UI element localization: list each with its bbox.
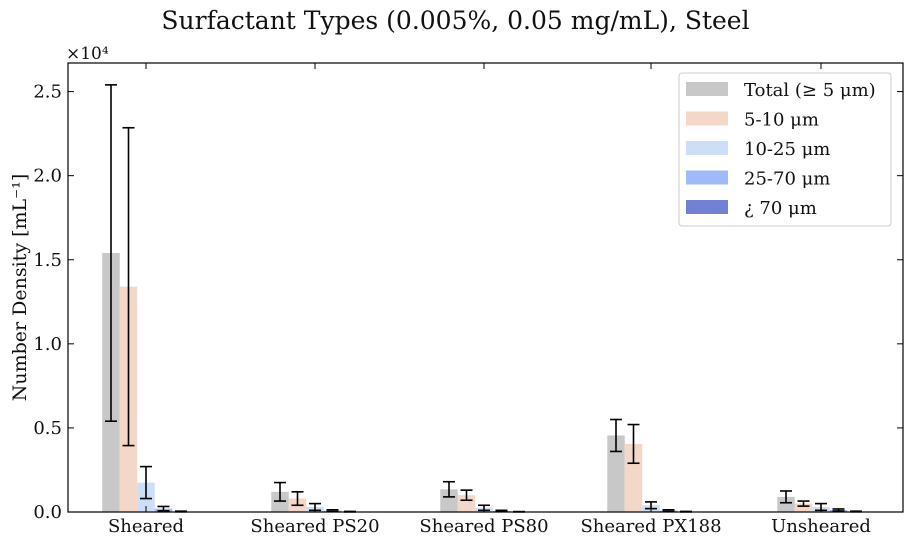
bars-layer (102, 253, 865, 512)
legend-label: Total (≥ 5 μm) (744, 80, 876, 101)
legend-item: 25-70 μm (686, 169, 830, 190)
legend-label: 25-70 μm (744, 169, 830, 190)
error-bar (780, 490, 792, 504)
error-bar (832, 508, 845, 512)
y-axis-label: Number Density [mL⁻¹] (9, 174, 31, 401)
error-bar (157, 505, 170, 512)
x-tick-label: Sheared PX188 (580, 516, 721, 537)
plot-frame (67, 62, 904, 513)
legend-label: 5-10 μm (744, 110, 819, 131)
error-bar (274, 481, 286, 502)
legend-label: ¿ 70 μm (744, 198, 817, 219)
legend: Total (≥ 5 μm) 5-10 μm 10-25 μm 25-70 μm ¿ 7… (678, 72, 892, 227)
legend-item: 10-25 μm (686, 139, 830, 160)
y-tick-label: 0.5 (33, 418, 62, 439)
x-tick-label: Sheared (108, 516, 184, 537)
error-bar (105, 84, 117, 422)
y-tick-label: 0.0 (33, 502, 62, 523)
error-bar (610, 418, 622, 453)
y-tick-label: 2.5 (33, 82, 62, 103)
legend-item: ¿ 70 μm (686, 198, 817, 219)
y-axis-multiplier: ×10⁴ (66, 44, 109, 64)
legend-items: Total (≥ 5 μm) 5-10 μm 10-25 μm 25-70 μm ¿ 7… (686, 80, 876, 219)
y-tick-label: 2.0 (33, 166, 62, 187)
bar (271, 491, 289, 512)
error-bar (326, 509, 339, 513)
legend-label: 10-25 μm (744, 139, 830, 160)
legend-swatch (686, 200, 728, 214)
legend-swatch (686, 170, 728, 185)
y-tick-label: 1.0 (33, 334, 62, 355)
error-bar (797, 500, 810, 507)
bar (777, 496, 795, 512)
legend-swatch (686, 111, 728, 126)
chart-title: Surfactant Types (0.005%, 0.05 mg/mL), S… (161, 6, 750, 35)
error-bar (443, 480, 455, 498)
ticks-layer: 0.0 0.5 1.0 1.5 2.0 2.5 Sheared Sheared PS20 She… (33, 63, 903, 537)
y-tick-label: 1.5 (33, 250, 62, 271)
error-bar (122, 126, 135, 447)
x-tick-label: Unsheared (771, 516, 871, 537)
legend-item: Total (≥ 5 μm) (686, 80, 876, 101)
bar (440, 489, 458, 512)
legend-box (678, 72, 892, 227)
x-tick-label: Sheared PS20 (250, 516, 379, 537)
error-bar (460, 489, 473, 502)
bar (624, 443, 643, 512)
x-tick-label: Sheared PS80 (419, 516, 548, 537)
error-bar (291, 491, 304, 507)
legend-item: 5-10 μm (686, 110, 819, 131)
error-bar (140, 465, 152, 500)
error-bar (627, 423, 640, 465)
legend-swatch (686, 141, 728, 155)
bar (794, 503, 813, 512)
bar (457, 495, 476, 512)
bar (607, 435, 625, 512)
error-bar (662, 509, 675, 513)
legend-swatch (686, 82, 728, 96)
